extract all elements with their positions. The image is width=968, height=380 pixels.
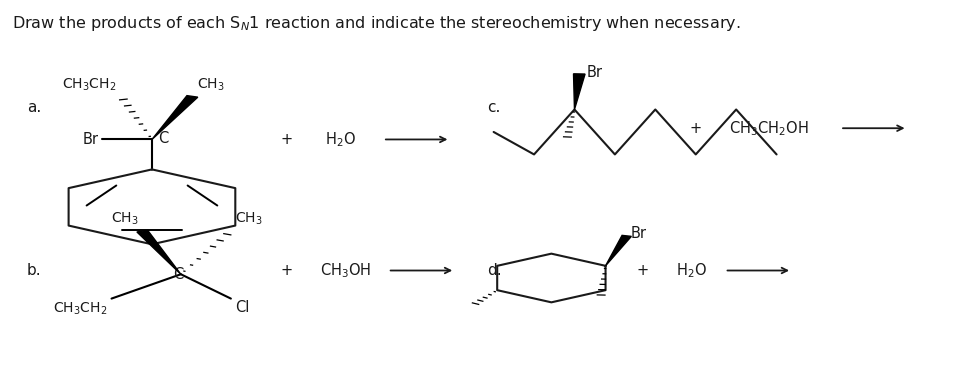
Text: Br: Br xyxy=(587,65,603,79)
Text: +: + xyxy=(689,121,702,136)
Text: +: + xyxy=(281,132,292,147)
Text: c.: c. xyxy=(487,100,500,115)
Text: C: C xyxy=(158,131,168,146)
Text: +: + xyxy=(281,263,292,278)
Text: C: C xyxy=(173,267,183,282)
Text: CH$_3$: CH$_3$ xyxy=(197,76,225,93)
Polygon shape xyxy=(152,96,197,139)
Text: +: + xyxy=(637,263,649,278)
Text: a.: a. xyxy=(27,100,41,115)
Polygon shape xyxy=(606,235,631,266)
Text: CH$_3$CH$_2$: CH$_3$CH$_2$ xyxy=(53,301,107,317)
Text: Br: Br xyxy=(630,226,647,242)
Text: H$_2$O: H$_2$O xyxy=(677,261,708,280)
Text: Cl: Cl xyxy=(234,301,249,315)
Text: Draw the products of each S$_N$1 reaction and indicate the stereochemistry when : Draw the products of each S$_N$1 reactio… xyxy=(13,14,741,33)
Text: Br: Br xyxy=(83,132,99,147)
Text: CH$_3$: CH$_3$ xyxy=(234,211,262,228)
Text: CH$_3$CH$_2$: CH$_3$CH$_2$ xyxy=(62,76,116,93)
Text: CH$_3$: CH$_3$ xyxy=(111,211,138,228)
Text: d.: d. xyxy=(487,263,501,278)
Polygon shape xyxy=(573,74,585,109)
Text: H$_2$O: H$_2$O xyxy=(325,130,356,149)
Polygon shape xyxy=(136,230,181,274)
Text: b.: b. xyxy=(27,263,42,278)
Text: CH$_3$CH$_2$OH: CH$_3$CH$_2$OH xyxy=(730,119,809,138)
Text: CH$_3$OH: CH$_3$OH xyxy=(320,261,372,280)
